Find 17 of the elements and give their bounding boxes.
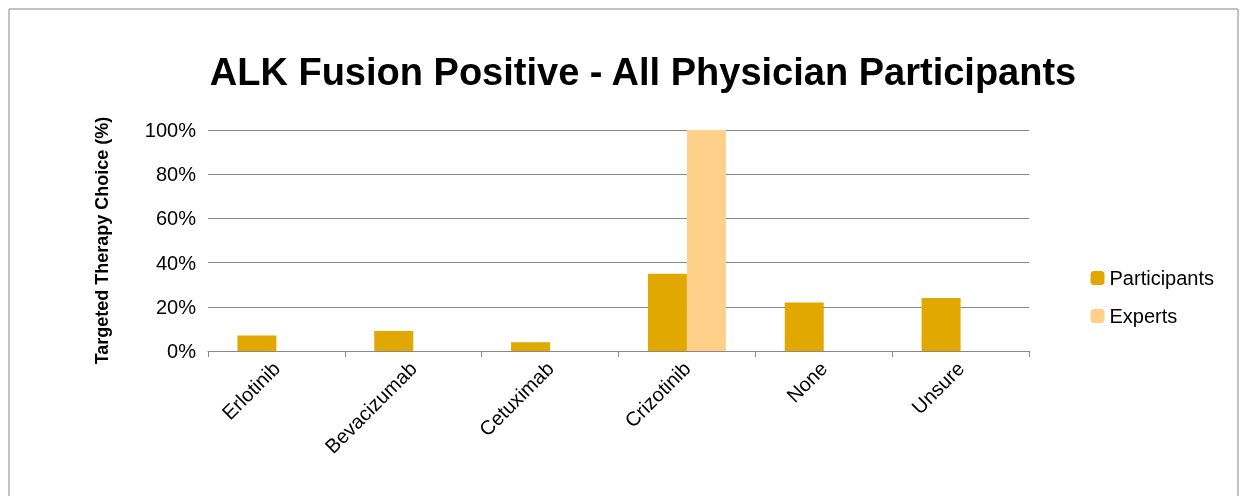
- legend-label: Experts: [1109, 305, 1178, 327]
- bar: [686, 130, 726, 351]
- y-tick-label: 100%: [144, 119, 197, 141]
- bar: [237, 335, 277, 351]
- bar: [374, 331, 414, 351]
- legend-label: Participants: [1109, 267, 1215, 289]
- chart-title: ALK Fusion Positive - All Physician Participants: [209, 51, 1077, 93]
- y-tick-label: 40%: [155, 251, 197, 274]
- bar: [784, 302, 824, 351]
- bar: [921, 297, 961, 351]
- bar: [511, 342, 551, 351]
- y-tick-label: 80%: [155, 163, 197, 186]
- y-tick-label: 0%: [167, 340, 197, 362]
- y-tick-label: 60%: [155, 207, 197, 230]
- bar: [647, 273, 687, 351]
- y-axis-title: Targeted Therapy Choice (%): [92, 116, 112, 365]
- y-tick-label: 20%: [155, 295, 197, 318]
